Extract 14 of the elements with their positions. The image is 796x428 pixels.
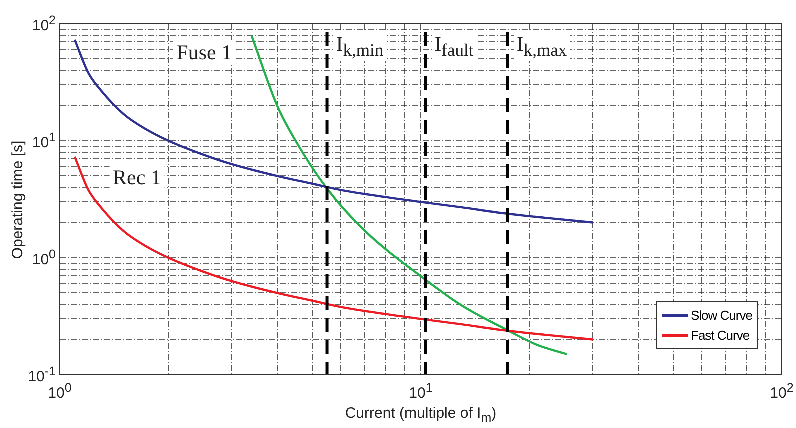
ref-line-label: I$_{fault}$: [432, 32, 477, 62]
x-tick-label: 10$^{2}$: [770, 381, 794, 402]
x-axis-title: Current (multiple of I$_{m}$): [345, 405, 497, 425]
legend-label: Slow Curve: [691, 308, 752, 322]
x-tick-label: 10$^{1}$: [409, 381, 433, 402]
y-tick-label: 10$^{2}$: [32, 14, 56, 34]
annotation: Rec 1: [110, 166, 164, 191]
ref-line-label: I$_{k,max}$: [514, 32, 570, 62]
y-axis-title: Operating time [s]: [10, 140, 26, 259]
y-tick-label: 10$^{1}$: [32, 130, 56, 152]
ref-line-label: I$_{k,min}$: [333, 32, 387, 62]
legend-label: Fast Curve: [691, 328, 750, 342]
y-tick-label: 10$^{0}$: [32, 248, 56, 268]
annotation: Fuse 1: [174, 40, 236, 66]
